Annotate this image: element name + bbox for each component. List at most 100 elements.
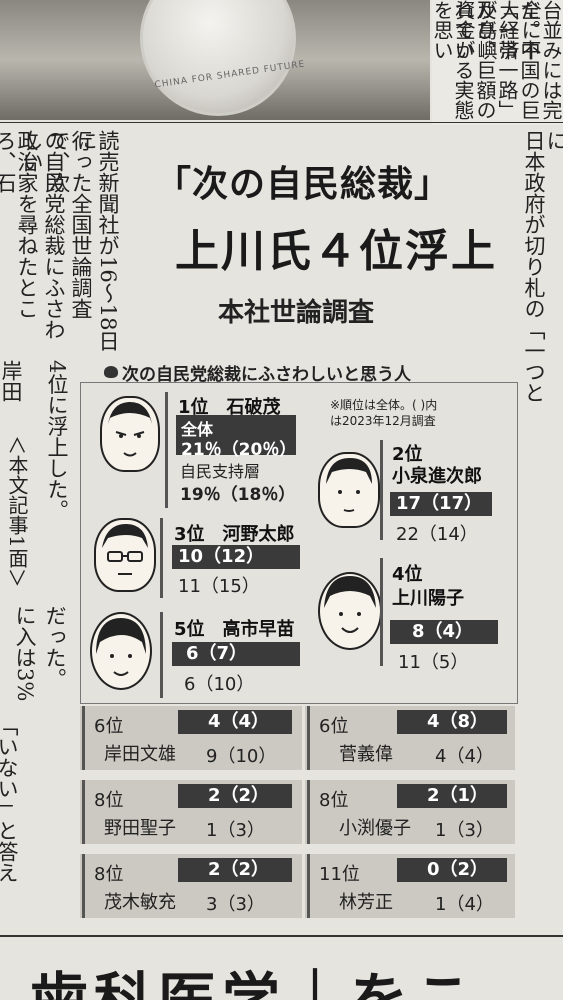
cell-rank: 8位 [94,864,124,885]
rank-table-cell: 8位 2（2） 野田聖子 1（3） [80,780,302,844]
rank3-all-value: 10（12） [172,545,300,569]
rank1-rule [165,392,168,508]
rank1-ldp-value: 19％（18％） [180,485,296,505]
right-col-line: に [544,130,563,151]
rank2-ldp-value: 22（14） [396,524,478,545]
divider [0,935,563,937]
cell-rule [307,706,310,770]
cell-name: 林芳正 [339,892,393,913]
cell-rule [307,854,310,918]
cell-name: 茂木敏充 [104,892,176,913]
rank-table-cell: 6位 4（8） 菅義偉 4（4） [305,706,515,770]
divider [0,122,563,123]
bottom-col-line: だった。 [43,605,68,689]
chart-note-line: ※順位は全体。( )内 [330,398,438,412]
cell-all-value: 4（4） [178,710,292,734]
cell-rule [307,780,310,844]
chart-note: ※順位は全体。( )内 は2023年12月調査 [330,398,437,429]
bottom-headline-strip: 歯科医学｜をこ [0,945,563,1000]
rank4-name: 上川陽子 [392,588,464,609]
cell-all-value: 2（2） [178,784,292,808]
cell-all-value: 2（1） [397,784,507,808]
left-col-line: 岸田 [0,360,24,402]
headline-line2: 上川氏４位浮上 [175,226,497,277]
rank5-label: 5位 高市早苗 [174,619,295,640]
rank1-all-label: 全体 [181,420,214,439]
rank5-all-value: 6（7） [172,642,300,666]
lead-line: 政治家を尋ねたところ、石 [0,130,39,319]
koizumi-portrait [318,452,380,528]
cell-ldp-value: 1（3） [206,820,265,841]
lead-text: 読売新聞社が16～18日に 行った全国世論調査で、次 の自民党総裁にふさわしい … [0,130,125,360]
right-col-line: 日本政府が切り札の「一つと [522,130,546,403]
logo-disc [140,0,296,116]
chart-note-line: は2023年12月調査 [330,413,436,428]
rank3-label: 3位 河野太郎 [174,524,295,545]
rank4-rank: 4位 [392,564,423,585]
rank5-rule [160,612,163,698]
rank1-ldp-label: 自民支持層 [180,462,261,481]
bottom-headline: 歯科医学｜をこ [30,966,479,1000]
cell-name: 岸田文雄 [104,744,176,765]
rank3-ldp-value: 11（15） [178,576,260,597]
top-col-line: 「一帯一路」が島嶼 [474,0,519,120]
cell-rank: 6位 [319,716,349,737]
top-col-line: れている実態を思い [430,0,475,120]
rank1-all-value: 21％（20％） [181,440,297,460]
lead-line: 読売新聞社が16～18日に [73,130,120,352]
cell-ldp-value: 1（4） [435,894,494,915]
news-photo: CHINA FOR SHARED FUTURE [0,0,430,120]
ishiba-portrait [100,396,160,472]
kono-portrait [94,518,156,592]
right-column: 日本政府が切り札の「一つと に 「一型協力 [518,130,563,460]
rank1-bar: 全体 21％（20％） [176,415,296,460]
kamikawa-portrait [318,572,382,650]
left-column: 4位に浮上した。 岸田 ＜本文記事1面＞ [0,360,80,660]
lead-line: 行った全国世論調査で、次 [46,130,93,319]
rank1-label: 1位 石破茂 [178,397,281,418]
rank-table-cell: 6位 4（4） 岸田文雄 9（10） [80,706,302,770]
chart-title: 次の自民党総裁にふさわしいと思う人 [122,365,411,385]
cell-all-value: 4（8） [397,710,507,734]
cell-rule [82,780,85,844]
rank2-rule [380,440,383,540]
headline-line1: 「次の自民総裁」 [155,163,452,205]
chart-bullet-icon [104,366,118,378]
top-col-line: 台並みには完全に不 [518,0,563,120]
subtitle: 本社世論調査 [218,298,375,328]
article-ref: ＜本文記事1面＞ [5,435,29,588]
rank2-name: 小泉進次郎 [392,466,482,487]
bottom-col-line: に入は3% [13,605,38,702]
cell-all-value: 0（2） [397,858,507,882]
cell-rank: 6位 [94,716,124,737]
rank2-rank: 2位 [392,444,423,465]
rank2-all-value: 17（17） [390,492,492,516]
cell-ldp-value: 1（3） [435,820,494,841]
cell-all-value: 2（2） [178,858,292,882]
cell-name: 菅義偉 [339,744,393,765]
rank4-rule [380,558,383,666]
cell-rank: 11位 [319,864,360,885]
bottom-left-column: だった。 に入は3% 「いない」と答え [0,605,75,935]
rank3-rule [160,518,163,598]
lead-line: の自民党総裁にふさわしい [19,130,66,340]
cell-ldp-value: 4（4） [435,746,494,767]
rank4-ldp-value: 11（5） [398,652,469,673]
cell-rule [82,706,85,770]
cell-name: 野田聖子 [104,818,176,839]
rank-table-cell: 8位 2（2） 茂木敏充 3（3） [80,854,302,918]
left-col-line: 4位に浮上した。 [45,360,70,521]
top-col-line: だ。中国の巨大経済 [496,0,541,120]
cell-ldp-value: 3（3） [206,894,265,915]
cell-rank: 8位 [94,790,124,811]
takaichi-portrait [90,612,152,690]
bottom-col-line: 「いない」と答え [0,715,20,883]
top-right-column: 台並みには完全に不 だ。中国の巨大経済 「一帯一路」が島嶼 及び、巨額の資金が … [430,0,563,125]
rank4-all-value: 8（4） [390,620,498,644]
rank5-ldp-value: 6（10） [184,674,255,695]
cell-name: 小渕優子 [339,818,411,839]
rank-table-cell: 11位 0（2） 林芳正 1（4） [305,854,515,918]
cell-ldp-value: 9（10） [206,746,277,767]
top-col-line: 及び、巨額の資金が [452,0,497,120]
rank-table-cell: 8位 2（1） 小渕優子 1（3） [305,780,515,844]
